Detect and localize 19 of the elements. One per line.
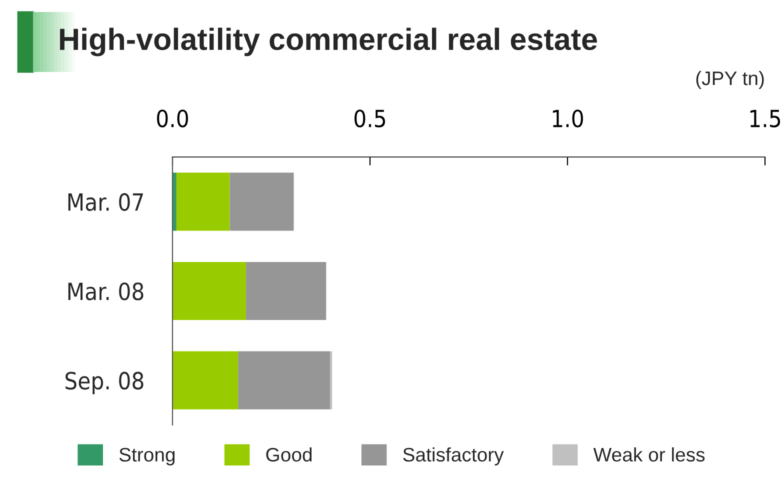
- bar: [238, 351, 330, 410]
- x-tick-label: 1.0: [552, 110, 583, 128]
- legend-label: Strong: [119, 448, 175, 466]
- x-axis-title: (JPY tn): [696, 70, 764, 90]
- x-tick-label: 0.5: [354, 110, 386, 128]
- bar: [172, 262, 246, 320]
- bar: [230, 172, 294, 231]
- y-tick-label: Mar. 07: [68, 193, 143, 211]
- bar: [176, 172, 230, 231]
- legend-label: Weak or less: [593, 447, 705, 462]
- y-tick-label: Sep. 08: [66, 372, 144, 394]
- x-tick-label: 1.5: [750, 110, 780, 128]
- bar: [172, 351, 238, 410]
- legend-label: Satisfactory: [403, 447, 504, 466]
- bar: [246, 262, 326, 320]
- legend-label: Good: [266, 447, 312, 462]
- x-tick-label: 0.0: [157, 110, 188, 128]
- chart-title: High-volatility commercial real estate: [60, 28, 597, 56]
- y-tick-label: Mar. 08: [68, 282, 144, 300]
